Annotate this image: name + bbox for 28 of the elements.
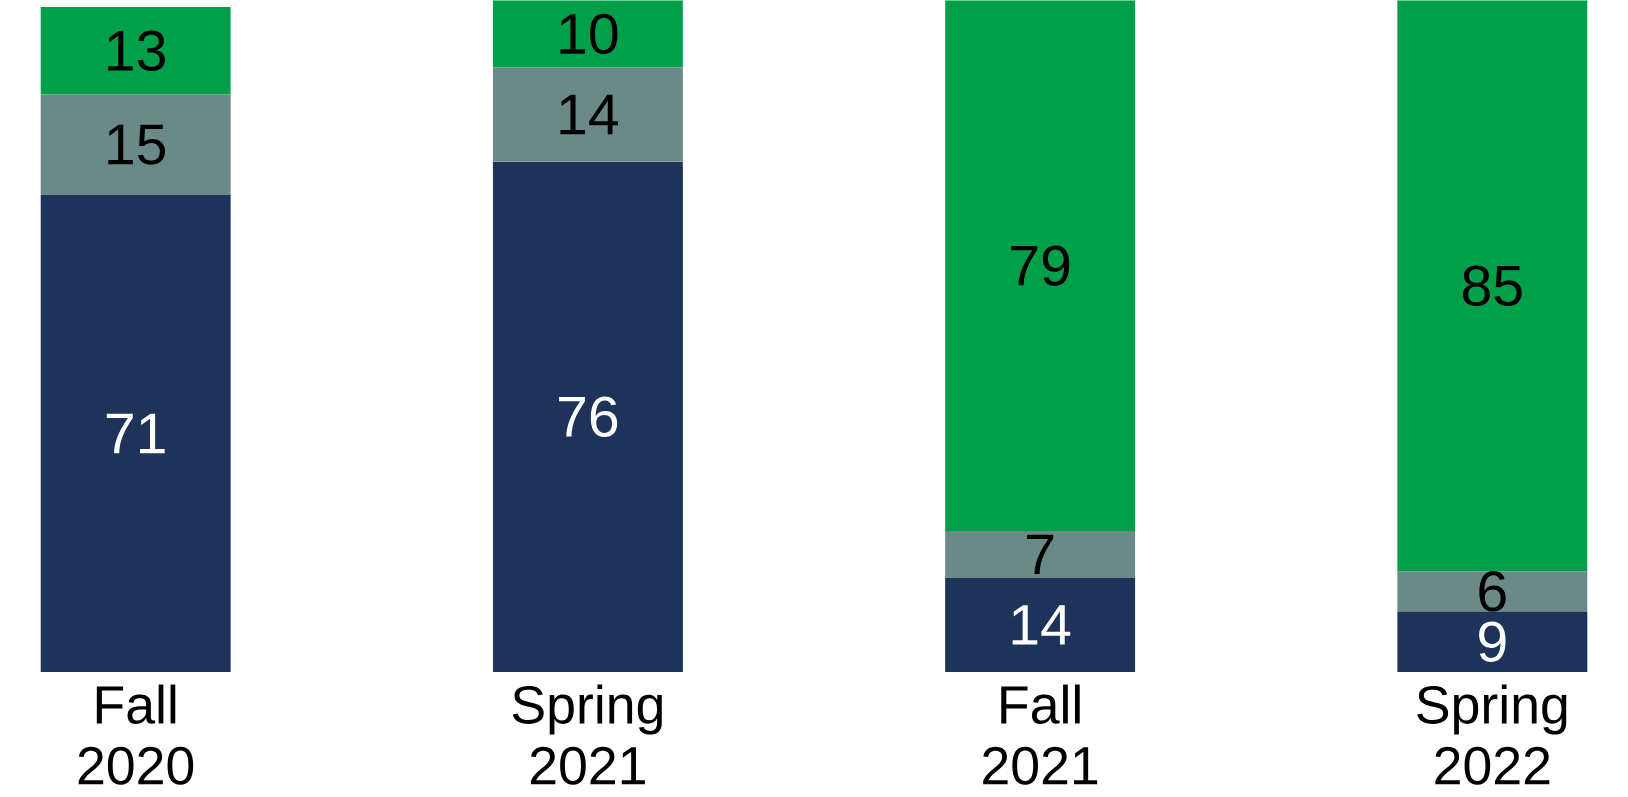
bar xyxy=(945,0,1136,532)
data-label: 71 xyxy=(106,413,165,454)
data-label: 79 xyxy=(1011,245,1070,287)
data-label: 7 xyxy=(1027,534,1054,575)
data-label: 85 xyxy=(1462,265,1522,307)
bar xyxy=(1397,0,1588,572)
bar xyxy=(492,0,683,68)
data-label: 6 xyxy=(1479,571,1506,612)
x-tick-label: Fall 2020 xyxy=(78,684,194,785)
x-tick-label: Fall 2021 xyxy=(983,684,1098,785)
bar xyxy=(40,195,231,673)
data-label: 15 xyxy=(108,124,166,165)
x-tick-label: Spring 2021 xyxy=(512,684,662,785)
bar xyxy=(945,578,1136,673)
bar xyxy=(40,94,231,196)
bar xyxy=(492,161,683,673)
x-tick-label: Spring 2022 xyxy=(1417,684,1567,785)
bar xyxy=(1397,571,1588,612)
data-label: 13 xyxy=(108,30,165,72)
bar xyxy=(40,7,231,95)
data-label: 14 xyxy=(1012,605,1071,645)
data-label: 9 xyxy=(1479,621,1506,663)
data-label: 76 xyxy=(558,396,618,438)
data-label: 14 xyxy=(560,95,619,135)
bar xyxy=(945,531,1136,579)
bar xyxy=(1397,611,1588,673)
bar xyxy=(492,67,683,162)
data-label: 10 xyxy=(560,13,618,55)
